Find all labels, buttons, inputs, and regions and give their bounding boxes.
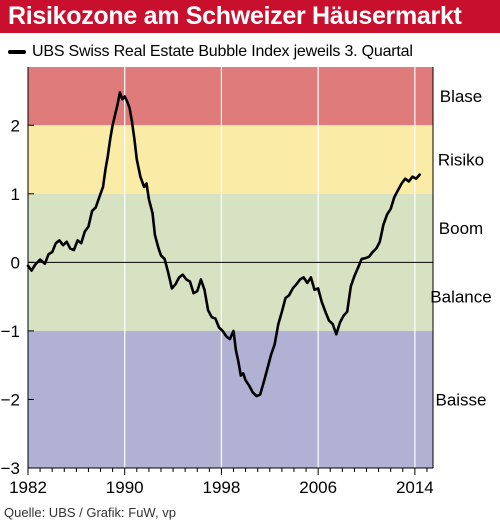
zone-label-baisse: Baisse [435,390,486,409]
zone-balance [28,262,433,331]
zone-label-boom: Boom [439,219,483,238]
y-tick-label: 0 [11,253,20,272]
x-tick-label: 1990 [106,478,144,497]
legend-line-swatch [8,50,26,54]
x-tick-label: 2014 [396,478,434,497]
zone-label-balance: Balance [430,288,491,307]
zone-label-risiko: Risiko [438,151,484,170]
zone-baisse [28,330,433,468]
y-tick-label: −3 [1,459,20,478]
x-tick-label: 1982 [9,478,47,497]
zone-blase [28,67,433,126]
legend: UBS Swiss Real Estate Bubble Index jewei… [8,41,413,63]
y-tick-label: 1 [11,185,20,204]
chart-title: Risikozone am Schweizer Häusermarkt [0,0,500,33]
legend-label: UBS Swiss Real Estate Bubble Index jewei… [32,43,413,60]
y-tick-label: 2 [11,116,20,135]
y-tick-label: −1 [1,322,20,341]
y-tick-label: −2 [1,390,20,409]
zone-label-blase: Blase [440,87,483,106]
zone-risiko [28,125,433,194]
series-line [26,91,421,398]
source-note: Quelle: UBS / Grafik: FuW, vp [4,505,176,520]
x-tick-label: 1998 [203,478,241,497]
x-tick-label: 2006 [299,478,337,497]
